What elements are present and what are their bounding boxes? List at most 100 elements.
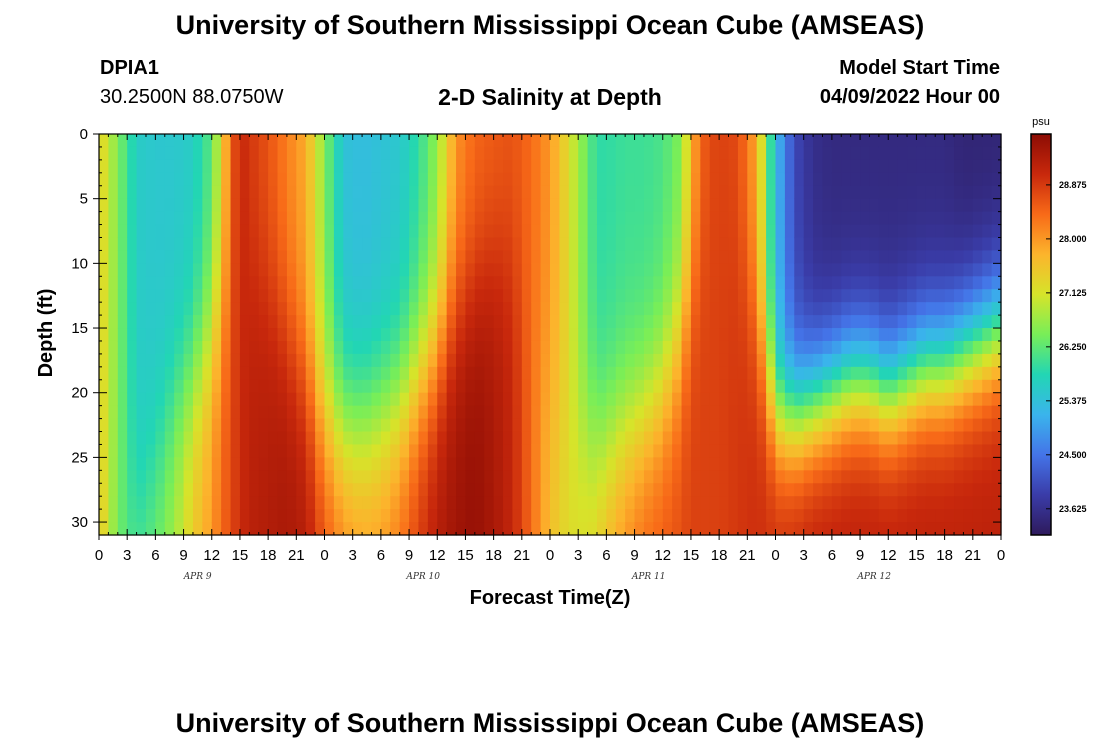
heatmap-cell	[681, 483, 692, 497]
heatmap-cell	[493, 276, 504, 290]
heatmap-cell	[587, 134, 598, 148]
heatmap-cell	[117, 289, 128, 303]
heatmap-cell	[418, 134, 429, 148]
x-tick-label: 18	[260, 547, 277, 564]
heatmap-cell	[634, 457, 645, 471]
heatmap-cell	[897, 418, 908, 433]
heatmap-cell	[784, 159, 795, 174]
heatmap-cell	[982, 185, 993, 200]
heatmap-cell	[747, 185, 758, 200]
heatmap-cell	[822, 237, 833, 252]
heatmap-cell	[587, 172, 598, 187]
heatmap-cell	[550, 457, 560, 471]
heatmap-cell	[305, 405, 316, 420]
heatmap-cell	[643, 392, 654, 407]
heatmap-cell	[653, 250, 664, 264]
heatmap-cell	[484, 237, 495, 252]
heatmap-cell	[352, 211, 363, 226]
heatmap-cell	[822, 405, 833, 420]
heatmap-cell	[343, 224, 354, 239]
heatmap-cell	[315, 146, 326, 161]
heatmap-cell	[719, 250, 730, 264]
heatmap-cell	[991, 353, 1002, 368]
heatmap-cell	[117, 353, 128, 368]
heatmap-cell	[578, 496, 589, 510]
heatmap-cell	[521, 315, 532, 329]
heatmap-cell	[465, 457, 476, 471]
heatmap-cell	[202, 198, 213, 213]
heatmap-cell	[409, 250, 420, 264]
heatmap-cell	[944, 444, 955, 458]
heatmap-cell	[399, 315, 410, 329]
heatmap-cell	[587, 444, 598, 458]
heatmap-cell	[174, 146, 185, 161]
heatmap-cell	[108, 496, 119, 510]
heatmap-cell	[888, 340, 899, 355]
heatmap-cell	[907, 172, 918, 187]
heatmap-cell	[935, 134, 946, 148]
heatmap-cell	[136, 444, 147, 458]
heatmap-cell	[512, 159, 523, 174]
heatmap-cell	[333, 315, 344, 329]
model-start-value: 04/09/2022 Hour 00	[819, 86, 1000, 108]
heatmap-cell	[587, 522, 598, 536]
heatmap-cell	[277, 470, 288, 484]
heatmap-cell	[860, 211, 871, 226]
heatmap-cell	[709, 418, 720, 433]
heatmap-cell	[634, 353, 645, 368]
heatmap-cell	[634, 431, 645, 446]
heatmap-cell	[907, 457, 918, 471]
heatmap-cell	[465, 159, 476, 174]
heatmap-cell	[925, 263, 936, 277]
heatmap-cell	[211, 224, 222, 239]
heatmap-cell	[719, 470, 730, 484]
heatmap-cell	[709, 198, 720, 213]
heatmap-cell	[399, 289, 410, 303]
heatmap-cell	[606, 263, 617, 277]
heatmap-cell	[813, 353, 824, 368]
heatmap-cell	[296, 134, 307, 148]
heatmap-cell	[503, 172, 514, 187]
day-label: APR 10	[405, 572, 440, 582]
heatmap-cell	[531, 353, 542, 368]
heatmap-cell	[258, 224, 269, 239]
heatmap-cell	[888, 509, 899, 523]
heatmap-cell	[869, 302, 880, 316]
heatmap-cell	[850, 185, 861, 200]
heatmap-cell	[155, 302, 166, 316]
heatmap-cell	[869, 250, 880, 264]
heatmap-cell	[390, 496, 401, 510]
heatmap-cell	[409, 276, 420, 290]
heatmap-cell	[728, 134, 739, 148]
x-tick-label: 3	[800, 547, 808, 564]
heatmap-cell	[681, 198, 692, 213]
heatmap-cell	[277, 289, 288, 303]
heatmap-cell	[239, 392, 250, 407]
heatmap-cell	[935, 198, 946, 213]
heatmap-cell	[211, 392, 222, 407]
heatmap-cell	[700, 185, 711, 200]
heatmap-cell	[136, 159, 147, 174]
heatmap-cell	[954, 185, 965, 200]
heatmap-cell	[944, 315, 955, 329]
heatmap-cell	[606, 366, 617, 381]
heatmap-cell	[484, 276, 495, 290]
heatmap-cell	[380, 302, 391, 316]
heatmap-cell	[690, 353, 701, 368]
heatmap-cell	[99, 315, 109, 329]
heatmap-cell	[756, 483, 767, 497]
heatmap-cell	[860, 353, 871, 368]
heatmap-cell	[371, 211, 382, 226]
heatmap-cell	[888, 289, 899, 303]
heatmap-cell	[108, 405, 119, 420]
heatmap-cell	[211, 146, 222, 161]
heatmap-cell	[690, 496, 701, 510]
heatmap-cell	[972, 276, 983, 290]
heatmap-cell	[427, 483, 438, 497]
heatmap-cell	[653, 276, 664, 290]
heatmap-cell	[709, 250, 720, 264]
heatmap-cell	[606, 159, 617, 174]
heatmap-cell	[437, 315, 448, 329]
heatmap-cell	[136, 392, 147, 407]
heatmap-cell	[493, 146, 504, 161]
